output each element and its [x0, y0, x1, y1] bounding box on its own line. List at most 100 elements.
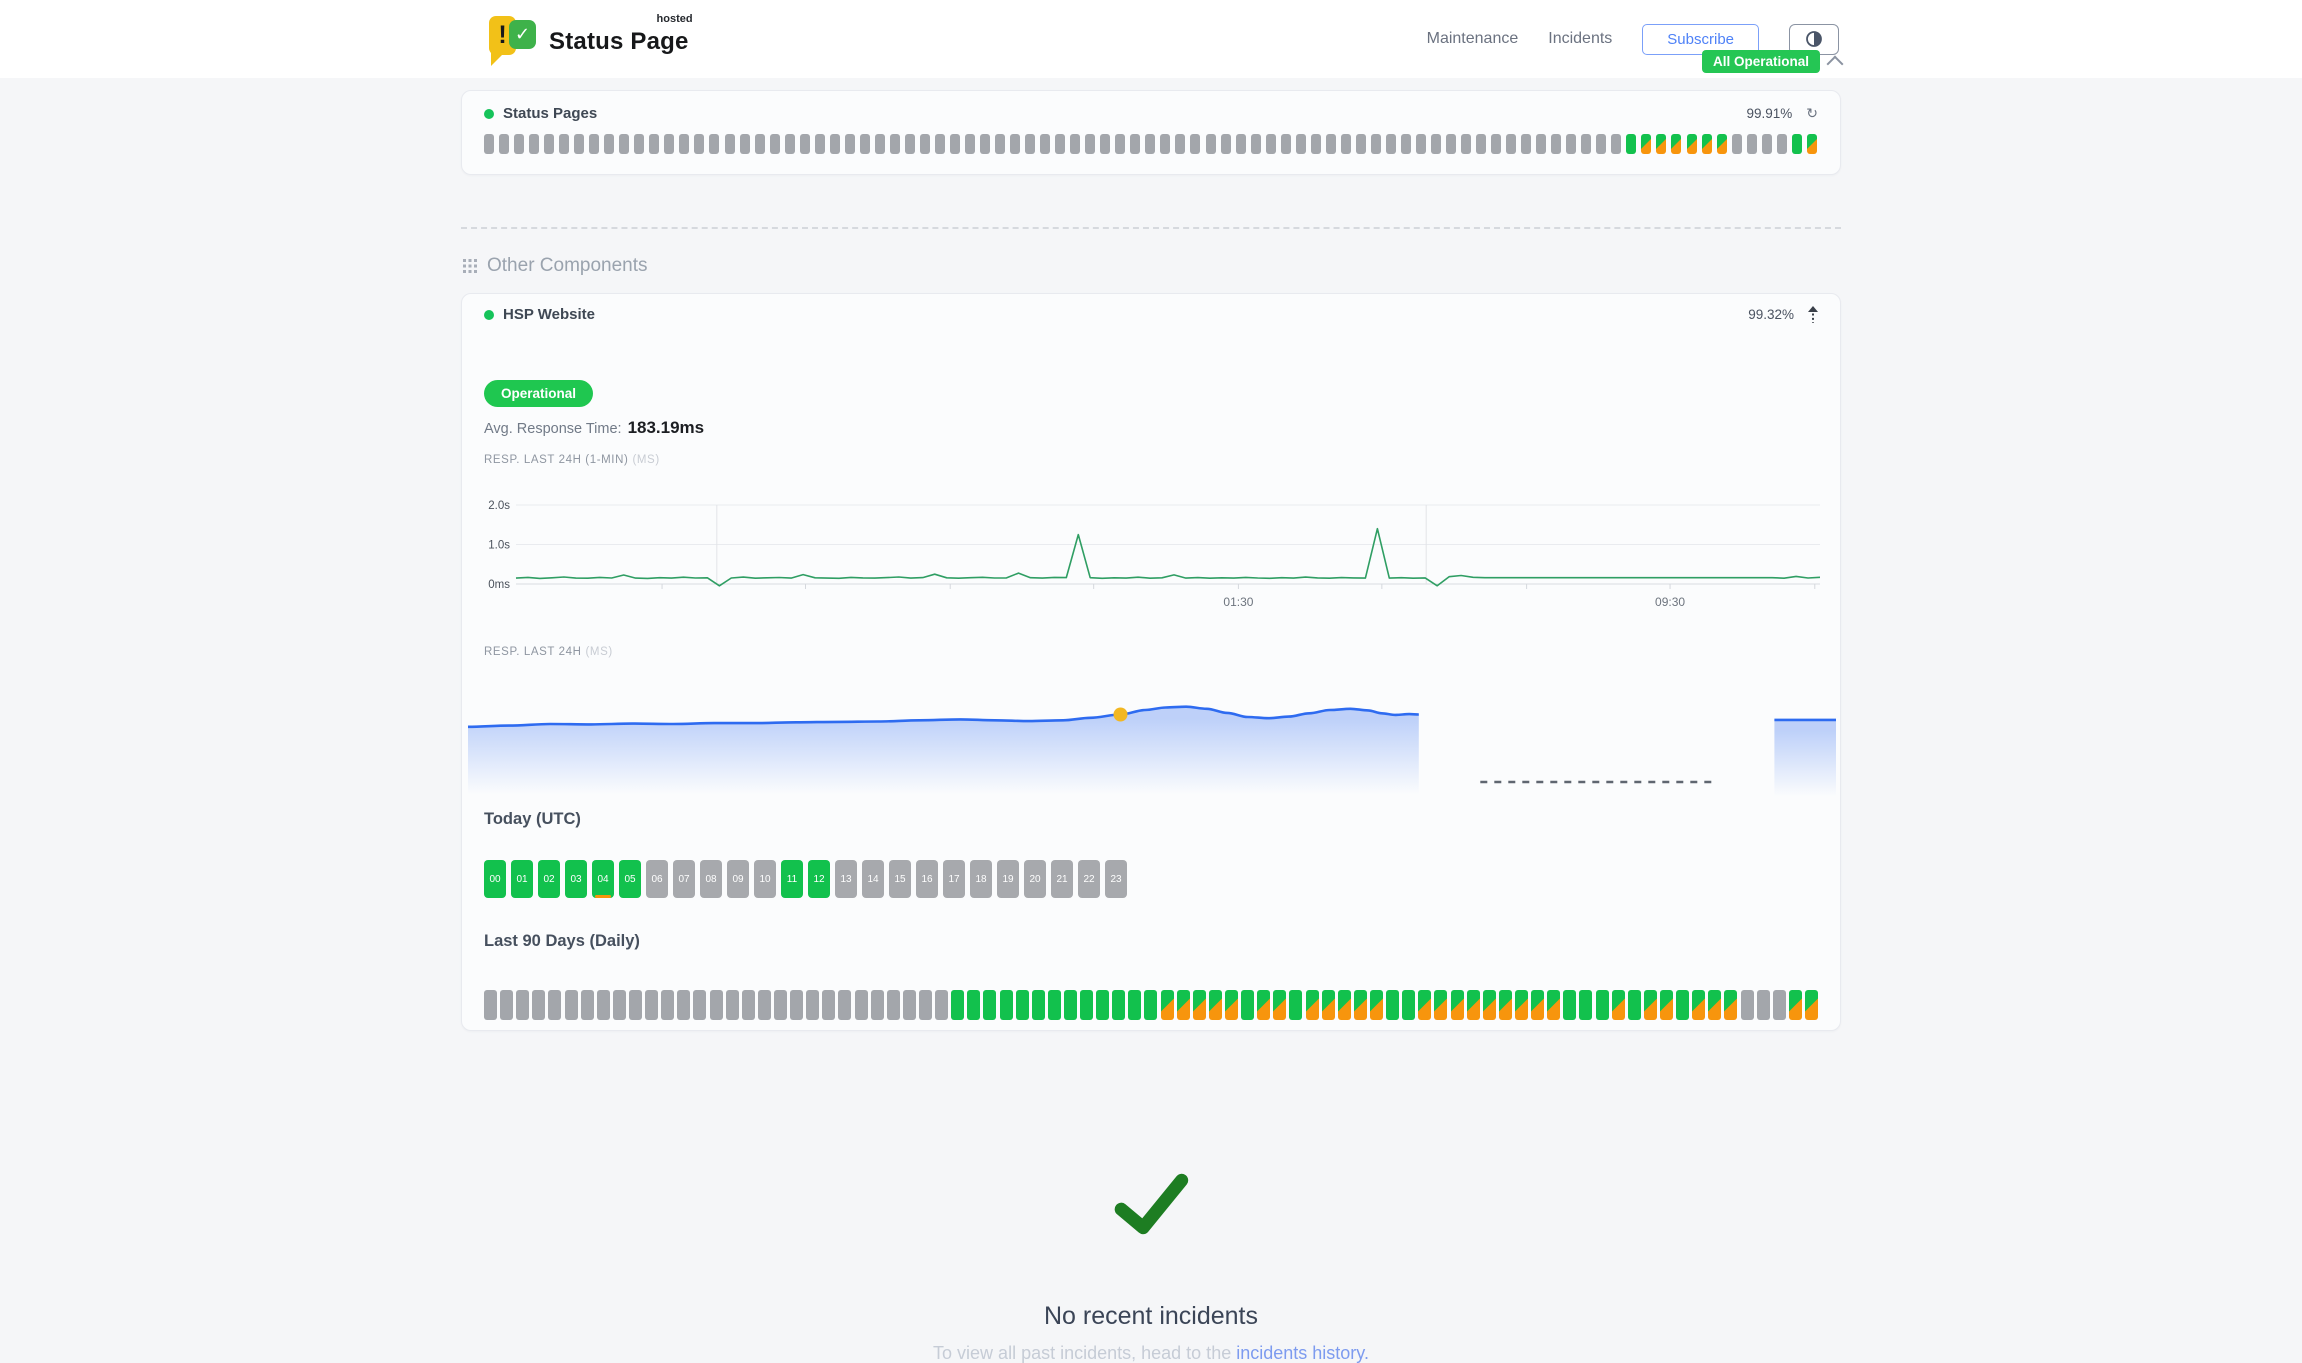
uptime-block	[1791, 134, 1802, 154]
hour-block[interactable]: 15	[889, 860, 911, 898]
uptime-block	[664, 134, 675, 154]
uptime-block	[965, 134, 975, 154]
hour-block[interactable]: 12	[808, 860, 830, 898]
speech-bubble-tail	[491, 53, 504, 66]
no-recent-incidents-heading: No recent incidents	[1043, 1302, 1258, 1330]
nav-maintenance[interactable]: Maintenance	[1426, 30, 1519, 47]
hour-block[interactable]: 22	[1078, 860, 1100, 898]
hour-block[interactable]: 17	[943, 860, 965, 898]
uptime-block	[1626, 134, 1637, 154]
uptime-block	[1547, 990, 1561, 1020]
uptime-block	[1015, 990, 1029, 1020]
subscribe-button[interactable]: Subscribe	[1642, 23, 1759, 55]
uptime-block	[1476, 134, 1487, 154]
uptime-block	[995, 134, 1006, 154]
uptime-block	[1257, 990, 1271, 1020]
arrow-up-icon[interactable]	[1808, 306, 1818, 323]
uptime-block	[1355, 134, 1366, 154]
uptime-block	[1289, 990, 1303, 1020]
uptime-block	[1692, 990, 1706, 1020]
incidents-history-link[interactable]: incidents history.	[1236, 1343, 1369, 1363]
chevron-up-icon[interactable]	[1826, 55, 1844, 73]
uptime-block	[548, 990, 562, 1020]
uptime-block	[1337, 990, 1351, 1020]
nav-incidents[interactable]: Incidents	[1548, 30, 1613, 47]
hour-block[interactable]: 00	[484, 860, 506, 898]
hour-block[interactable]: 16	[916, 860, 938, 898]
uptime-block	[484, 990, 497, 1020]
uptime-block	[739, 134, 750, 154]
uptime-block	[1656, 134, 1667, 154]
uptime-block	[1482, 990, 1496, 1020]
hour-block[interactable]: 04	[592, 860, 614, 898]
uptime-block	[844, 134, 855, 154]
uptime-block	[1010, 134, 1021, 154]
hour-block[interactable]: 05	[619, 860, 641, 898]
hour-block[interactable]: 23	[1105, 860, 1127, 898]
uptime-block	[1070, 134, 1081, 154]
uptime-block	[1671, 134, 1682, 154]
hour-block[interactable]: 10	[754, 860, 776, 898]
response-time-area-chart[interactable]	[468, 682, 1836, 812]
uptime-block	[1498, 990, 1512, 1020]
svg-text:2.0s: 2.0s	[488, 500, 510, 512]
hour-block[interactable]: 09	[727, 860, 749, 898]
uptime-block	[1521, 134, 1532, 154]
uptime-percentage: 99.91%	[1746, 106, 1793, 121]
hour-block[interactable]: 14	[862, 860, 884, 898]
hour-block[interactable]: 07	[673, 860, 695, 898]
hour-block[interactable]: 03	[565, 860, 587, 898]
brand-logo[interactable]: ! ✓ hosted Status Page	[489, 13, 693, 66]
incident-marker	[595, 895, 611, 898]
uptime-block	[870, 990, 884, 1020]
hour-block[interactable]: 19	[997, 860, 1019, 898]
uptime-block	[1128, 990, 1142, 1020]
uptime-block	[1776, 134, 1787, 154]
uptime-block	[1450, 990, 1464, 1020]
uptime-block	[934, 134, 945, 154]
uptime-block	[1385, 134, 1396, 154]
hour-block[interactable]: 02	[538, 860, 560, 898]
chart2-title: RESP. LAST 24H (MS)	[484, 646, 613, 658]
uptime-block	[1265, 134, 1276, 154]
incidents-subtext: To view all past incidents, head to the …	[933, 1343, 1369, 1363]
hour-block[interactable]: 13	[835, 860, 857, 898]
uptime-block	[574, 134, 585, 154]
uptime-block	[1115, 134, 1126, 154]
uptime-block	[1627, 990, 1641, 1020]
hour-block[interactable]: 18	[970, 860, 992, 898]
uptime-block	[1235, 134, 1246, 154]
uptime-block	[1772, 990, 1786, 1020]
uptime-block	[589, 134, 600, 154]
hour-block[interactable]: 01	[511, 860, 533, 898]
hour-block[interactable]: 11	[781, 860, 803, 898]
component-name: Status Pages	[503, 105, 598, 122]
uptime-block	[799, 134, 810, 154]
response-time-line-chart[interactable]: 2.0s 1.0s 0ms 01:30 09:30	[484, 496, 1820, 628]
uptime-block	[773, 990, 787, 1020]
uptime-block	[951, 990, 965, 1020]
incidents-summary: No recent incidents To view all past inc…	[461, 1169, 1841, 1363]
uptime-block	[612, 990, 626, 1020]
uptime-block	[516, 990, 530, 1020]
uptime-block	[619, 134, 630, 154]
uptime-block	[580, 990, 594, 1020]
hour-block[interactable]: 08	[700, 860, 722, 898]
uptime-block	[1100, 134, 1111, 154]
uptime-block	[679, 134, 690, 154]
uptime-block	[1370, 134, 1381, 154]
uptime-block	[1160, 134, 1171, 154]
hour-block[interactable]: 20	[1024, 860, 1046, 898]
uptime-block	[949, 134, 960, 154]
uptime-block	[1145, 134, 1156, 154]
uptime-block	[559, 134, 570, 154]
uptime-block	[1250, 134, 1261, 154]
refresh-icon[interactable]: ↻	[1806, 105, 1818, 121]
uptime-block	[1130, 134, 1141, 154]
uptime-block	[1353, 990, 1367, 1020]
hour-block[interactable]: 06	[646, 860, 668, 898]
hour-block[interactable]: 21	[1051, 860, 1073, 898]
uptime-block	[1446, 134, 1456, 154]
uptime-block	[1804, 990, 1818, 1020]
